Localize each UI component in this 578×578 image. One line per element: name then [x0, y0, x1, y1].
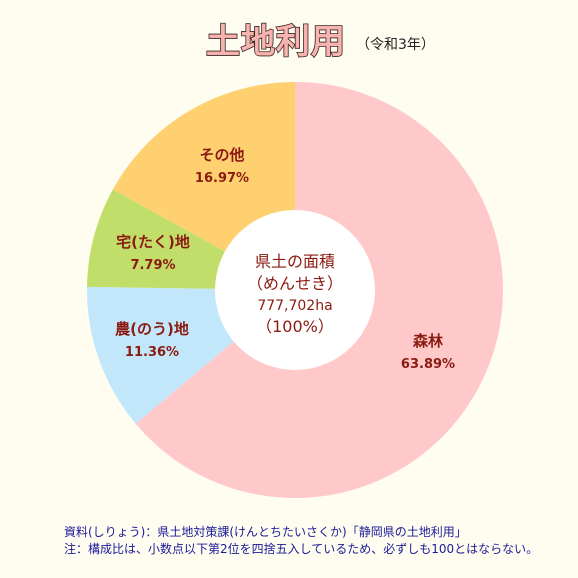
slice-label-other: その他 [199, 146, 244, 164]
chart-source: 資料(しりょう)：県土地対策課(けんとちたいさくか)「静岡県の土地利用」 注：構… [64, 524, 538, 558]
note-line: 注：構成比は、小数点以下第2位を四捨五入しているため、必ずしも100とはならない… [64, 542, 539, 556]
slice-label-residential: 宅(たく)地 [116, 233, 190, 251]
slice-label-forest: 森林 [413, 332, 444, 350]
slice-labels: 森林 63.89% 農(のう)地 11.36% 宅(たく)地 7.79% その他 16.97% [115, 146, 455, 372]
slice-value-farmland: 11.36% [125, 345, 179, 360]
center-label-total: 777,702ha [257, 298, 332, 314]
center-label-area: 県土の面積 [255, 252, 335, 271]
slice-value-other: 16.97% [195, 171, 249, 186]
chart-title: 土地利用 [205, 21, 346, 63]
slice-value-forest: 63.89% [401, 357, 455, 372]
chart-subtitle: （令和3年） [356, 37, 435, 53]
slice-label-farmland: 農(のう)地 [115, 320, 189, 338]
slice-value-residential: 7.79% [130, 258, 175, 273]
source-line: 資料(しりょう)：県土地対策課(けんとちたいさくか)「静岡県の土地利用」 [64, 525, 467, 539]
center-label-reading: （めんせき） [247, 274, 343, 293]
donut-hole [215, 210, 375, 370]
center-label-percent: （100%） [256, 317, 334, 336]
